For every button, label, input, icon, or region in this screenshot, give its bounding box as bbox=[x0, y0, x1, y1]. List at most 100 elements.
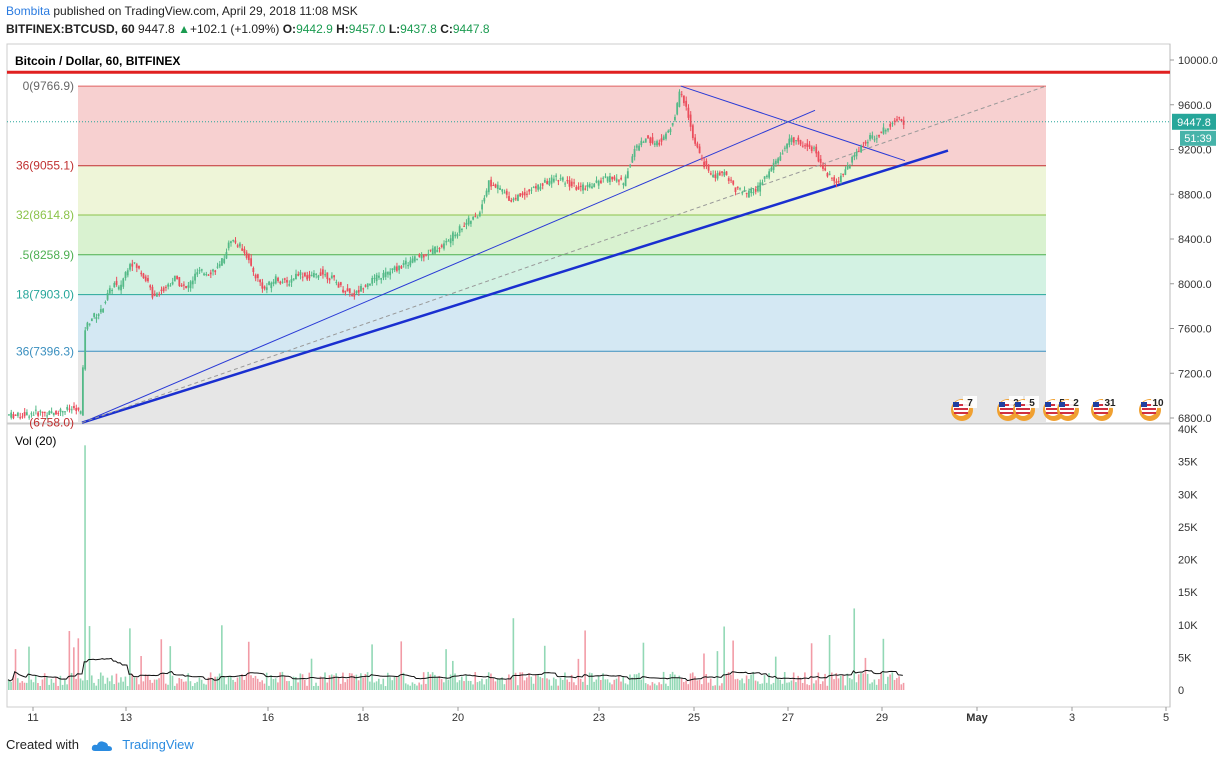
volume-bar bbox=[214, 676, 216, 690]
volume-bar bbox=[16, 678, 19, 690]
economic-event-icon[interactable]: 10 bbox=[1139, 396, 1165, 421]
volume-bar bbox=[508, 674, 510, 690]
volume-bar bbox=[384, 686, 387, 690]
candle-body bbox=[389, 271, 392, 276]
volume-bar bbox=[855, 682, 858, 690]
volume-bar bbox=[39, 685, 41, 690]
volume-bar bbox=[642, 642, 645, 690]
candle-body bbox=[770, 167, 773, 172]
volume-bar bbox=[19, 682, 21, 690]
event-markers[interactable]: 725523110 bbox=[951, 396, 1165, 421]
candle-body bbox=[620, 177, 623, 180]
candle-body bbox=[880, 131, 883, 133]
volume-bar bbox=[268, 685, 270, 690]
candle-body bbox=[295, 273, 297, 280]
volume-bar bbox=[218, 673, 221, 690]
author-link[interactable]: Bombita bbox=[6, 4, 51, 18]
event-count-label: 7 bbox=[967, 398, 973, 409]
volume-bar bbox=[90, 675, 93, 690]
volume-bar bbox=[615, 678, 618, 690]
candle-body bbox=[164, 286, 167, 288]
candle-body bbox=[218, 264, 221, 267]
volume-bar bbox=[561, 679, 564, 690]
candle-body bbox=[88, 323, 91, 325]
candle-body bbox=[851, 156, 853, 163]
candle-body bbox=[725, 171, 728, 175]
volume-bar bbox=[375, 681, 378, 690]
volume-bar bbox=[230, 676, 232, 690]
candle-body bbox=[660, 138, 663, 142]
tradingview-link[interactable]: TradingView bbox=[122, 737, 194, 752]
candle-body bbox=[135, 264, 138, 268]
candle-body bbox=[214, 270, 217, 273]
candle-body bbox=[465, 222, 468, 225]
candle-body bbox=[236, 245, 239, 247]
candle-body bbox=[50, 411, 53, 414]
trendlines[interactable] bbox=[7, 85, 1170, 424]
volume-bar bbox=[896, 678, 898, 690]
candle-body bbox=[200, 269, 203, 271]
volume-bar bbox=[844, 685, 847, 690]
economic-event-icon[interactable]: 5 bbox=[1013, 396, 1039, 421]
close-label: C: bbox=[440, 22, 453, 36]
volume-bar bbox=[501, 677, 503, 690]
candle-body bbox=[104, 302, 107, 304]
candle-body bbox=[407, 265, 409, 267]
fib-retracement[interactable]: 0(9766.9) 36(9055.1) 32(8614.8) .5(8258.9) 1… bbox=[7, 70, 1170, 430]
fib-zone bbox=[78, 351, 1046, 423]
volume-bar bbox=[826, 685, 829, 690]
fib-level-label: 36(9055.1) bbox=[16, 159, 74, 173]
volume-bar bbox=[714, 685, 716, 690]
candle-body bbox=[698, 146, 701, 154]
volume-bar bbox=[404, 683, 407, 690]
volume-bar bbox=[348, 673, 351, 690]
candle-body bbox=[203, 273, 205, 275]
volume-bar bbox=[478, 681, 481, 690]
volume-bar bbox=[418, 682, 420, 690]
volume-bar bbox=[680, 678, 683, 690]
volume-bar bbox=[43, 673, 46, 690]
candle-body bbox=[676, 103, 679, 115]
volume-bar bbox=[445, 649, 447, 690]
candle-body bbox=[259, 279, 261, 283]
volume-bar bbox=[326, 682, 329, 690]
candle-body bbox=[324, 274, 326, 276]
price-tick-label: 6800.0 bbox=[1178, 413, 1212, 425]
volume-bar bbox=[261, 680, 264, 690]
candle-body bbox=[678, 91, 681, 107]
volume-bar bbox=[494, 681, 497, 690]
chart-area[interactable]: 0(9766.9)36(9055.1)32(8614.8).5(8258.9)1… bbox=[0, 0, 1228, 735]
volume-bar bbox=[582, 681, 584, 690]
candle-body bbox=[144, 276, 147, 281]
volume-bar bbox=[380, 684, 382, 690]
volume-bar bbox=[846, 673, 849, 690]
volume-bar bbox=[315, 682, 317, 690]
candle-body bbox=[624, 176, 627, 187]
candle-body bbox=[878, 134, 880, 137]
volume-bar bbox=[853, 608, 856, 690]
volume-bar bbox=[774, 656, 777, 690]
candle-body bbox=[131, 263, 134, 267]
candle-body bbox=[474, 216, 477, 218]
candle-body bbox=[106, 292, 109, 300]
fib-zone bbox=[78, 86, 1046, 166]
volume-bar bbox=[878, 679, 880, 690]
volume-bar bbox=[254, 675, 257, 690]
candle-body bbox=[777, 158, 779, 164]
time-tick-label: 25 bbox=[688, 712, 700, 724]
candle-body bbox=[875, 138, 878, 140]
candle-body bbox=[75, 408, 78, 411]
volume-bar bbox=[817, 672, 820, 690]
candle-body bbox=[748, 190, 750, 198]
volume-bar bbox=[718, 685, 721, 690]
volume-bar bbox=[835, 673, 838, 690]
candle-body bbox=[113, 283, 116, 288]
economic-event-icon[interactable]: 31 bbox=[1091, 396, 1117, 421]
volume-bar bbox=[178, 677, 181, 690]
economic-event-icon[interactable]: 7 bbox=[951, 396, 977, 421]
candle-body bbox=[857, 150, 860, 152]
candle-body bbox=[301, 276, 304, 278]
economic-event-icon[interactable]: 2 bbox=[1057, 396, 1083, 421]
candle-body bbox=[14, 414, 17, 416]
candle-body bbox=[815, 146, 818, 154]
